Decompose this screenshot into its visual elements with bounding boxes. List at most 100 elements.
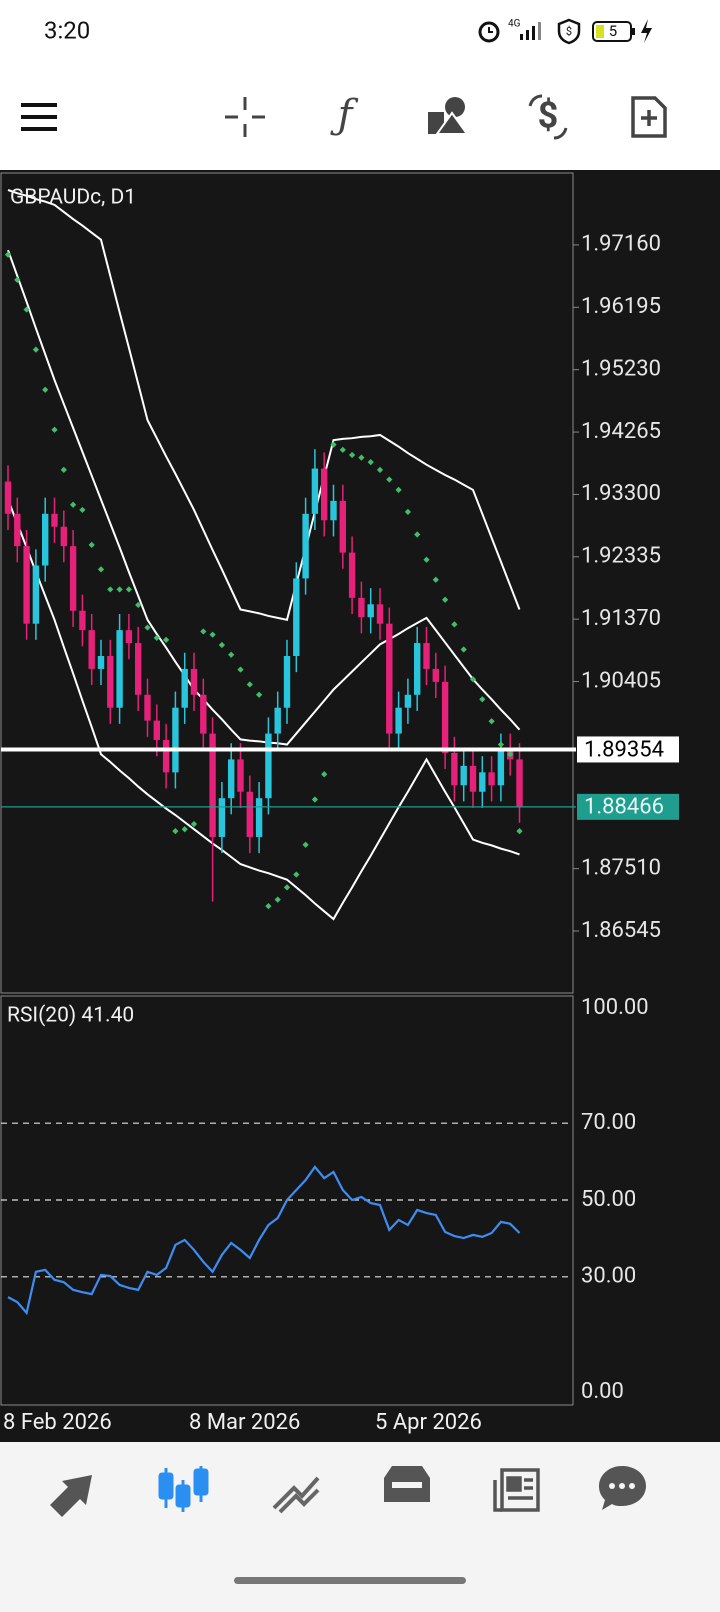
candle-body bbox=[274, 707, 281, 734]
status-icons: 4G $ bbox=[478, 19, 652, 45]
nav-chart[interactable] bbox=[158, 1466, 209, 1512]
candle-body bbox=[330, 500, 337, 521]
candle-body bbox=[237, 759, 244, 792]
trade-button[interactable]: $ bbox=[528, 94, 568, 140]
candle-body bbox=[321, 468, 328, 521]
nav-news[interactable] bbox=[493, 1468, 540, 1512]
candle-body bbox=[4, 481, 12, 514]
candle-body bbox=[311, 468, 319, 514]
price-plot bbox=[4, 189, 523, 921]
candle-body bbox=[32, 565, 40, 624]
price-label: 1.88466 bbox=[584, 795, 664, 820]
candle-body bbox=[181, 668, 188, 708]
candle-body bbox=[218, 798, 226, 837]
sar-dot bbox=[209, 631, 216, 638]
sar-dot bbox=[302, 841, 309, 848]
sar-dot bbox=[358, 454, 365, 461]
y-tick-label: 1.90405 bbox=[581, 668, 661, 693]
sar-dot bbox=[441, 596, 449, 603]
sar-dot bbox=[228, 651, 235, 658]
price-label-box bbox=[577, 793, 679, 820]
battery-level: 5 bbox=[609, 22, 617, 40]
candle-body bbox=[14, 513, 21, 547]
candle-body bbox=[497, 749, 505, 786]
candle-body bbox=[488, 772, 495, 786]
candle-body bbox=[246, 791, 253, 837]
svg-text:4G: 4G bbox=[508, 19, 521, 30]
candle-body bbox=[265, 733, 272, 799]
svg-text:$: $ bbox=[566, 25, 572, 38]
bottom-nav-bg bbox=[0, 1442, 720, 1612]
sar-dot bbox=[107, 586, 114, 593]
candle-body bbox=[107, 656, 114, 708]
price-panel bbox=[0, 172, 574, 994]
sar-dot bbox=[469, 676, 477, 683]
candle-body bbox=[23, 546, 30, 624]
candle-body bbox=[153, 720, 160, 741]
y-tick-label: 50.00 bbox=[581, 1187, 636, 1212]
y-tick-label: 1.96195 bbox=[581, 294, 661, 319]
sar-dot bbox=[376, 466, 384, 473]
rsi-title: RSI(20) 41.40 bbox=[7, 1004, 134, 1028]
y-tick-label: 1.87510 bbox=[581, 855, 661, 880]
candle-body bbox=[135, 643, 142, 695]
y-tick-label: 1.92335 bbox=[581, 544, 661, 569]
candle-body bbox=[302, 513, 309, 579]
candle-body bbox=[51, 513, 58, 527]
objects-button[interactable] bbox=[428, 97, 469, 135]
candle-body bbox=[451, 752, 458, 786]
y-tick-label: 1.95230 bbox=[581, 356, 661, 381]
candle-body bbox=[404, 694, 412, 708]
candle-body bbox=[209, 733, 216, 837]
sar-dot bbox=[348, 451, 356, 459]
y-tick-label: 1.94265 bbox=[581, 419, 661, 444]
sar-dot bbox=[321, 771, 328, 778]
sar-dot bbox=[162, 636, 170, 643]
symbol-title: GBPAUDc, D1 bbox=[10, 186, 136, 210]
y-tick-label: 1.86545 bbox=[581, 918, 661, 943]
sar-dot bbox=[125, 586, 133, 593]
sar-dot bbox=[404, 508, 412, 515]
nav-history[interactable] bbox=[384, 1466, 430, 1502]
candle-body bbox=[479, 772, 486, 792]
candle-body bbox=[283, 656, 291, 708]
candle-body bbox=[97, 656, 105, 669]
y-tick-label: 1.91370 bbox=[581, 606, 661, 631]
candle-body bbox=[348, 552, 356, 598]
sar-dot bbox=[367, 458, 374, 466]
candle-body bbox=[516, 759, 523, 807]
candle-body bbox=[358, 597, 365, 618]
home-indicator bbox=[234, 1577, 466, 1584]
nav-chat[interactable] bbox=[599, 1466, 646, 1510]
menu-button[interactable] bbox=[21, 103, 57, 131]
candle-body bbox=[469, 765, 477, 792]
candle-body bbox=[376, 604, 384, 624]
new-order-button[interactable] bbox=[631, 96, 667, 138]
crosshair-button[interactable] bbox=[225, 97, 265, 137]
candle-body bbox=[60, 526, 67, 547]
candle-body bbox=[228, 759, 235, 799]
candle-body bbox=[423, 643, 430, 669]
sar-dot bbox=[423, 556, 430, 563]
y-tick-label: 1.97160 bbox=[581, 232, 661, 257]
sar-dot bbox=[516, 828, 523, 835]
sar-dot bbox=[330, 441, 337, 448]
candle-body bbox=[162, 740, 170, 773]
sar-dot bbox=[97, 566, 105, 573]
candle-body bbox=[69, 546, 77, 611]
nav-quotes[interactable] bbox=[50, 1475, 92, 1517]
candle-body bbox=[293, 578, 300, 657]
nav-trade[interactable] bbox=[272, 1476, 320, 1514]
band-middle bbox=[7, 249, 521, 746]
candle-body bbox=[116, 630, 123, 708]
y-tick-label: 0.00 bbox=[581, 1379, 624, 1404]
candle-body bbox=[125, 630, 133, 644]
sar-dot bbox=[283, 884, 291, 891]
candle-body bbox=[460, 765, 467, 786]
y-tick-label: 30.00 bbox=[581, 1264, 636, 1289]
candle-body bbox=[386, 623, 393, 734]
rsi-plot bbox=[1, 1122, 573, 1316]
candle-body bbox=[190, 668, 198, 695]
x-tick-label: 8 Feb 2026 bbox=[3, 1410, 112, 1435]
candle-body bbox=[42, 513, 49, 566]
